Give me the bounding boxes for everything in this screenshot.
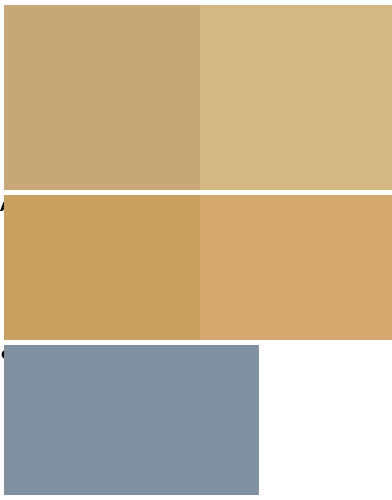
Text: A: A	[0, 201, 10, 214]
Text: D: D	[196, 348, 206, 362]
Text: C: C	[0, 348, 9, 362]
Text: B: B	[196, 201, 205, 214]
